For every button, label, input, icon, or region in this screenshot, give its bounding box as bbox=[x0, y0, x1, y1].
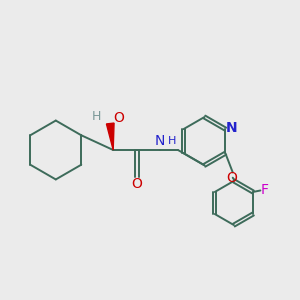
Text: N: N bbox=[226, 121, 238, 135]
Text: O: O bbox=[226, 171, 237, 185]
Text: H: H bbox=[92, 110, 101, 123]
Text: N: N bbox=[155, 134, 166, 148]
Polygon shape bbox=[106, 123, 114, 150]
Text: O: O bbox=[113, 111, 124, 124]
Text: F: F bbox=[261, 184, 269, 197]
Text: O: O bbox=[131, 177, 142, 190]
Text: H: H bbox=[168, 136, 176, 146]
